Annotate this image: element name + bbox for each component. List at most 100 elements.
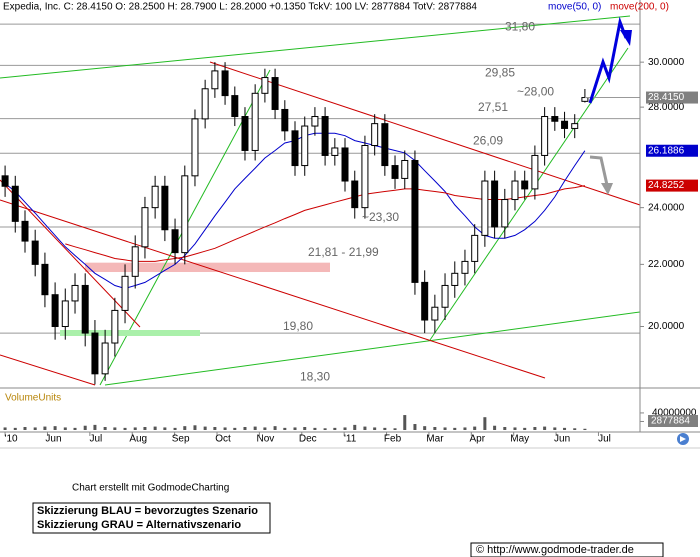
trend-line	[209, 61, 641, 206]
trend-lines	[0, 15, 641, 386]
volume-bar	[23, 427, 27, 430]
y-tick-label: 22.0000	[648, 259, 685, 270]
last-value-box	[646, 179, 698, 192]
y-tick-label: 24.0000	[648, 202, 685, 213]
candle-body	[171, 229, 179, 254]
candle-body	[541, 116, 549, 156]
chart-title: Expedia, Inc. C: 28.4150 O: 28.2500 H: 2…	[3, 2, 477, 13]
candle-body	[561, 120, 569, 129]
level-label: 27,51	[478, 100, 508, 114]
volume-title: VolumeUnits	[5, 393, 61, 404]
trend-line	[0, 15, 631, 79]
last-volume-box	[648, 415, 698, 427]
candle-body	[381, 123, 389, 167]
y-tick-label: 20.0000	[648, 321, 685, 332]
candle-body	[401, 159, 409, 179]
candle-body	[531, 154, 539, 190]
volume-bar	[193, 425, 197, 430]
volume-bar	[493, 425, 497, 430]
candle-body	[441, 284, 449, 308]
candle-body	[451, 272, 459, 286]
volume-bar	[303, 427, 307, 430]
volume-bar	[203, 426, 207, 430]
x-tick-label: Jun	[554, 434, 570, 445]
volume-bar	[463, 427, 467, 430]
candle-body	[11, 185, 19, 222]
candle-body	[191, 118, 199, 177]
last-value-box	[646, 91, 698, 104]
x-tick-label: May	[510, 434, 529, 445]
volume-bar	[143, 427, 147, 430]
volume-bar	[53, 426, 57, 430]
volume-bar	[123, 427, 127, 430]
volume-bar	[403, 415, 407, 430]
arrow-head	[620, 30, 632, 46]
volume-bar	[383, 427, 387, 430]
candle-body	[1, 175, 9, 187]
volume-bar	[43, 426, 47, 430]
volume-bar	[393, 428, 397, 430]
volume-bar	[543, 426, 547, 430]
volume-bar	[133, 427, 137, 430]
support-zone	[60, 330, 200, 336]
volume-bar	[533, 427, 537, 430]
candle-body	[281, 108, 289, 132]
candle-body	[291, 130, 299, 167]
candle-body	[581, 97, 589, 102]
candle-body	[271, 77, 279, 110]
volume-bar	[83, 425, 87, 430]
trend-line	[0, 199, 546, 379]
y-tick-label: 30.0000	[648, 57, 685, 68]
candle-body	[501, 199, 509, 228]
trend-line	[104, 311, 641, 386]
x-tick-label: Jul	[89, 434, 102, 445]
volume-bar	[13, 427, 17, 430]
volume-bar	[443, 427, 447, 430]
candle-body	[481, 180, 489, 236]
drawing-layer: 20.0000 22.0000 24.0000 28.0000 30.0000 '10 Ju…	[5, 19, 698, 445]
volume-bar	[73, 427, 77, 430]
volume-bar	[113, 427, 117, 430]
volume-bar	[523, 427, 527, 430]
candle-body	[301, 125, 309, 167]
volume-bar	[93, 424, 97, 430]
candle-body	[421, 281, 429, 321]
arrow-head	[601, 183, 613, 195]
candle-body	[411, 159, 419, 283]
volume-bar	[163, 427, 167, 430]
candle-body	[141, 207, 149, 248]
candle-body	[331, 147, 339, 156]
volume-bar	[283, 427, 287, 430]
volume-bar	[513, 427, 517, 430]
legend-entry: move(50, 0)	[548, 2, 601, 13]
candle-body	[181, 175, 189, 254]
volume-bar	[583, 428, 587, 430]
x-tick-label: Apr	[470, 434, 486, 445]
candle-body	[91, 332, 99, 375]
volume-bar	[343, 427, 347, 430]
candle-body	[361, 144, 369, 209]
url: © http://www.godmode-trader.de	[476, 544, 634, 556]
candle-body	[31, 240, 39, 265]
candle-body	[511, 180, 519, 201]
candle-body	[131, 246, 139, 277]
volume-bar	[183, 426, 187, 430]
legend-entry: move(200, 0)	[610, 2, 669, 13]
candle-body	[151, 185, 159, 209]
volume-bar	[563, 427, 567, 430]
volume-bar	[323, 428, 327, 430]
level-label: 26,09	[473, 133, 503, 147]
candle-body	[251, 92, 259, 151]
volume-bar	[353, 424, 357, 430]
volume-tick-label: 40000000	[652, 408, 697, 419]
candle-body	[231, 95, 239, 118]
candle-body	[51, 294, 59, 328]
volume-bar	[373, 427, 377, 430]
volume-bar	[253, 426, 257, 430]
level-label: ~23,30	[362, 210, 399, 224]
volume-bar	[3, 427, 7, 430]
last-value-label: 26.1886	[648, 145, 685, 156]
candle-body	[311, 116, 319, 127]
x-tick-label: Jul	[598, 434, 611, 445]
